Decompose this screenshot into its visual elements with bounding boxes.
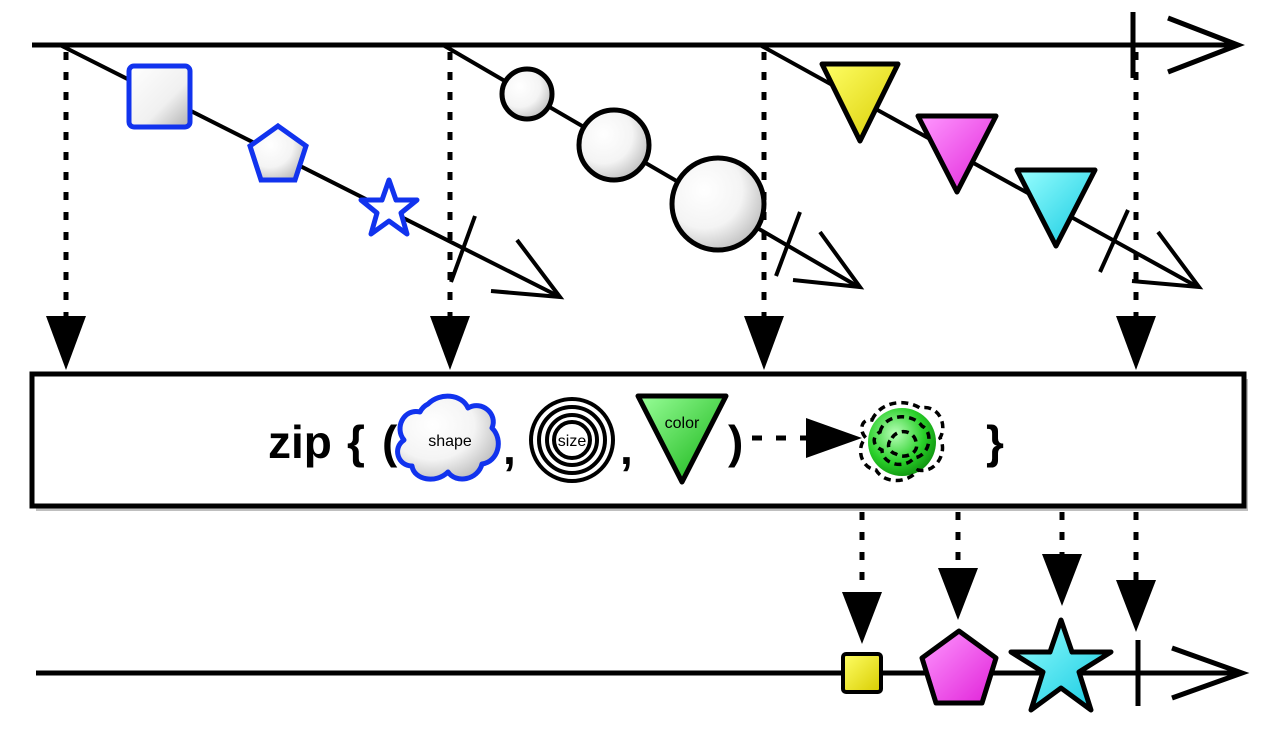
input-stream-size (441, 43, 865, 290)
comma-1: , (503, 422, 516, 474)
param-color-label: color (665, 415, 700, 432)
input-arrowheads (46, 316, 1156, 370)
concentric-circles-icon (529, 397, 615, 483)
arrowhead-down-icon (1042, 554, 1082, 606)
triangle-down-icon (635, 393, 729, 485)
paren-close: ) (728, 416, 743, 468)
marble-circle-large (669, 155, 767, 253)
marble-circle-medium (576, 107, 652, 183)
marble-triangle-yellow (819, 61, 901, 144)
stream-completion-mark (774, 211, 802, 277)
input-stream-shape (59, 43, 565, 300)
marble-square (126, 63, 193, 130)
arrowhead-down-icon (1116, 580, 1156, 632)
output-connectors (859, 512, 1139, 594)
marble-star (358, 177, 420, 237)
result-star-cyan (1008, 617, 1114, 713)
arrowhead-down-icon (744, 316, 784, 370)
marble-circle-small (499, 66, 555, 122)
marble-triangle-cyan (1014, 167, 1098, 249)
comma-2: , (620, 422, 633, 474)
arrowhead-down-icon (430, 316, 470, 370)
param-shape-label: shape (428, 433, 472, 450)
cloud-icon (395, 393, 501, 482)
marble-triangle-magenta (915, 113, 999, 195)
brace-close: } (986, 416, 1004, 468)
operator-name: zip (268, 416, 332, 468)
marble-pentagon (247, 122, 309, 183)
result-pentagon-magenta (919, 628, 999, 706)
param-size-label: size (558, 433, 587, 450)
stream-completion-mark (1098, 209, 1130, 273)
source-timeline (32, 12, 1245, 78)
result-square-yellow (841, 652, 883, 694)
output-timeline (36, 617, 1250, 713)
arrowhead-down-icon (842, 592, 882, 644)
stream-completion-mark (449, 215, 477, 283)
output-arrowheads (842, 554, 1156, 644)
input-stream-color (759, 43, 1204, 290)
arrowhead-right-icon (806, 418, 862, 458)
paren-open: ( (382, 416, 398, 468)
operator-box: zip { ( shape , size , color ) (29, 371, 1248, 511)
brace-open: { (347, 416, 365, 468)
arrowhead-down-icon (1116, 316, 1156, 370)
green-blob-icon (858, 400, 945, 483)
arrowhead-down-icon (938, 568, 978, 620)
input-connectors (63, 52, 1139, 318)
maps-to-arrow (752, 418, 862, 458)
arrowhead-down-icon (46, 316, 86, 370)
